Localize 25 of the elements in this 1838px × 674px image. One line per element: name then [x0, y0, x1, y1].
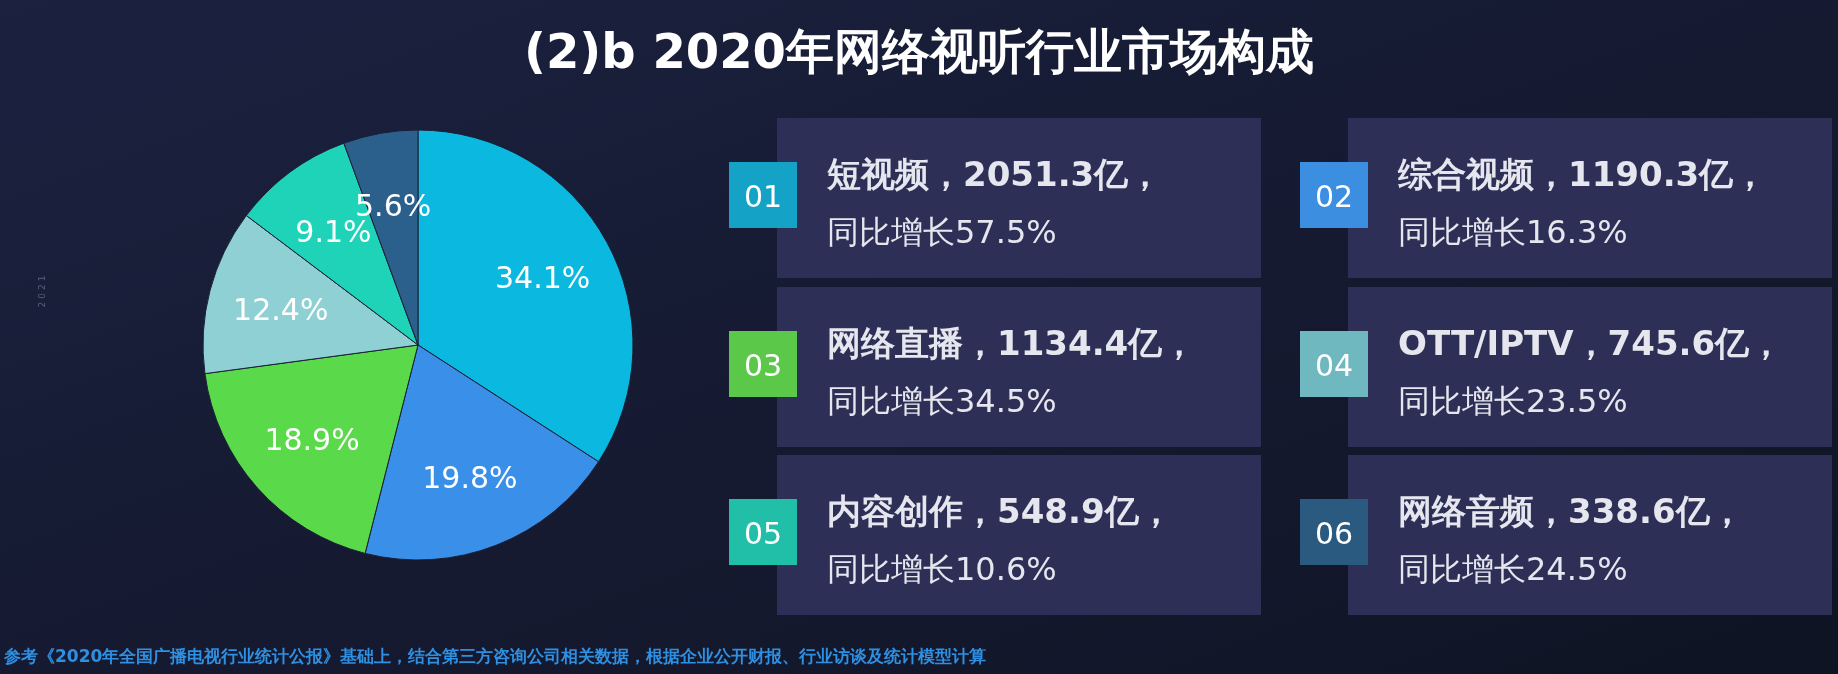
text: 同比增长23.5% — [1398, 382, 1628, 420]
text: 06 — [1314, 516, 1354, 551]
text: 同比增长34.5% — [827, 382, 1057, 420]
data-label: 34.1% — [494, 260, 591, 296]
text: (2)b 2020年网络视听行业市场构成 — [524, 23, 1314, 79]
text: 02 — [1314, 179, 1354, 214]
text: 综合视频，1190.3亿， — [1397, 154, 1768, 194]
text: 同比增长10.6% — [827, 550, 1057, 588]
text: OTT/IPTV，745.6亿， — [1398, 323, 1784, 363]
data-label: 18.9% — [264, 422, 360, 458]
text: 网络音频，338.6亿， — [1398, 491, 1744, 531]
text: 03 — [743, 348, 783, 383]
text: 网络直播，1134.4亿， — [827, 323, 1197, 363]
text: 同比增长24.5% — [1398, 550, 1628, 588]
text: 05 — [743, 516, 783, 551]
text: 04 — [1314, 348, 1354, 383]
data-label: 12.4% — [233, 292, 329, 328]
text: 参考《2020年全国广播电视行业统计公报》基础上，结合第三方咨询公司相关数据，根据企业公开财报、行业访谈及统计模型计算 — [3, 646, 987, 666]
text: 同比增长16.3% — [1398, 213, 1628, 251]
text: 短视频，2051.3亿， — [826, 154, 1163, 194]
text: 同比增长57.5% — [827, 213, 1057, 251]
data-label: 19.8% — [422, 460, 518, 496]
text: 01 — [743, 179, 783, 214]
text: 2021 — [37, 272, 47, 308]
text: 内容创作，548.9亿， — [827, 491, 1173, 531]
